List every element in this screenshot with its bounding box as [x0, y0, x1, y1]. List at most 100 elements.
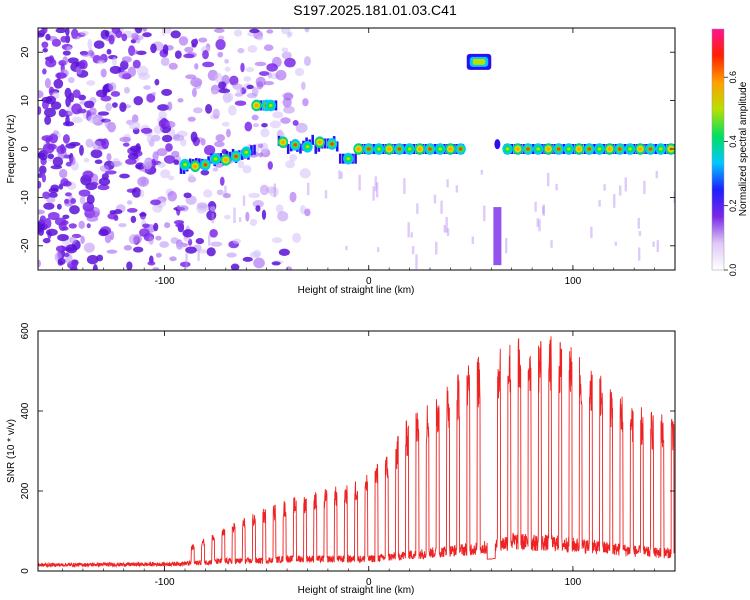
- noise-blob: [188, 173, 195, 182]
- noise-blob: [258, 71, 270, 76]
- track-blob-peak: [244, 150, 249, 154]
- noise-blob: [106, 249, 118, 254]
- noise-blob: [252, 123, 260, 128]
- snr-y-ticks: 0 200 400 600: [20, 322, 675, 574]
- noise-blob: [133, 246, 144, 253]
- track-band: [311, 134, 315, 145]
- noise-blob: [92, 264, 98, 270]
- noise-blob: [123, 244, 132, 251]
- track-band: [253, 144, 256, 155]
- noise-blob: [62, 50, 71, 56]
- noise-blob: [137, 176, 149, 187]
- track-blob-peak: [366, 147, 371, 151]
- noise-blob: [212, 108, 220, 119]
- noise-blob: [84, 100, 95, 109]
- noise-streak: [415, 254, 418, 269]
- snr-frame: [37, 330, 676, 572]
- noise-blob: [150, 158, 156, 169]
- noise-streak: [358, 174, 361, 191]
- noise-blob: [55, 28, 67, 34]
- noise-blob: [261, 209, 267, 220]
- noise-blob: [142, 28, 148, 32]
- noise-streak: [440, 200, 443, 214]
- y-tick-label: 200: [20, 482, 31, 499]
- noise-streak: [345, 245, 348, 251]
- noise-blob: [101, 138, 109, 150]
- noise-blob: [100, 68, 107, 78]
- noise-blob: [65, 96, 71, 108]
- noise-streak: [638, 247, 641, 261]
- noise-blob: [272, 111, 284, 119]
- noise-blob: [193, 38, 198, 46]
- noise-blob: [283, 92, 294, 101]
- noise-blob: [69, 236, 77, 245]
- noise-streak: [637, 217, 640, 229]
- noise-blob: [232, 238, 242, 244]
- noise-blob: [177, 98, 184, 103]
- noise-blob: [249, 218, 258, 227]
- noise-blob: [139, 189, 145, 198]
- noise-blob: [127, 153, 139, 160]
- noise-blob: [151, 91, 157, 96]
- track-blob-peak: [305, 145, 310, 149]
- noise-blob: [83, 242, 95, 253]
- track-blob-peak: [234, 154, 238, 158]
- noise-blob: [198, 249, 208, 254]
- noise-blob: [38, 90, 44, 99]
- track-blob-peak: [377, 147, 381, 151]
- noise-blob: [275, 204, 284, 214]
- noise-blob: [129, 49, 139, 55]
- noise-blob: [303, 56, 311, 67]
- noise-blob: [98, 55, 105, 61]
- noise-blob: [60, 143, 65, 154]
- track-blob-peak: [330, 142, 334, 146]
- noise-blob: [289, 154, 298, 162]
- noise-blob: [203, 144, 216, 156]
- noise-blob: [263, 81, 274, 86]
- noise-streak: [483, 205, 486, 222]
- noise-blob: [153, 222, 159, 232]
- noise-blob: [45, 228, 58, 236]
- y-tick-label: 10: [20, 95, 31, 107]
- noise-blob: [263, 44, 274, 52]
- noise-blob: [45, 33, 51, 41]
- noise-blob: [42, 191, 51, 199]
- noise-blob: [224, 58, 229, 64]
- track-blob-peak: [428, 147, 432, 151]
- noise-blob: [57, 257, 66, 265]
- noise-blob: [255, 205, 261, 212]
- noise-blob: [209, 206, 216, 212]
- noise-blob: [104, 170, 117, 175]
- noise-streak: [534, 201, 537, 212]
- noise-streak: [407, 222, 410, 238]
- noise-blob: [49, 133, 59, 144]
- track-blob-peak: [607, 147, 612, 151]
- noise-blob: [59, 168, 68, 179]
- noise-blob: [294, 67, 305, 77]
- noise-blob: [281, 47, 289, 53]
- spectrogram-track: [179, 53, 675, 266]
- noise-blob: [198, 37, 208, 43]
- noise-blob: [123, 86, 130, 94]
- track-blob-peak: [648, 147, 653, 151]
- noise-blob: [206, 247, 216, 257]
- track-band: [250, 145, 253, 156]
- snr-y-axis-label: SNR (10 * v/v): [6, 419, 17, 483]
- colorbar-tick-label: 0.0: [728, 264, 738, 277]
- noise-blob: [269, 120, 281, 129]
- noise-blob: [64, 198, 70, 204]
- noise-blob: [215, 38, 226, 50]
- noise-blob: [244, 121, 253, 132]
- noise-blob: [112, 56, 117, 66]
- noise-blob: [128, 234, 139, 245]
- noise-streak: [471, 236, 475, 244]
- noise-blob: [129, 145, 141, 153]
- noise-blob: [280, 117, 291, 124]
- noise-blob: [87, 115, 99, 124]
- noise-blob: [224, 214, 231, 220]
- noise-streak: [538, 219, 541, 232]
- noise-blob: [113, 209, 123, 215]
- noise-blob: [289, 191, 297, 203]
- noise-blob: [292, 232, 302, 243]
